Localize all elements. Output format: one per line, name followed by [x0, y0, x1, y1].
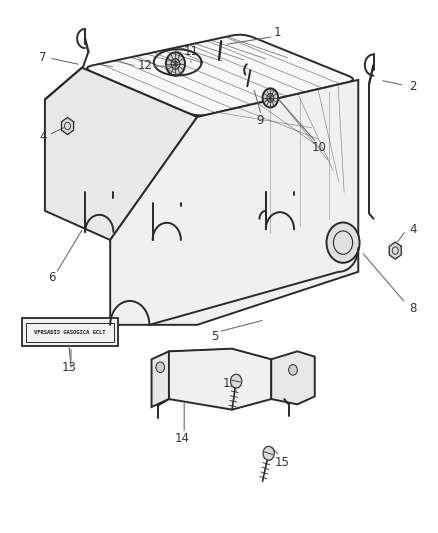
Circle shape — [230, 374, 242, 388]
Text: 9: 9 — [257, 114, 264, 127]
Text: 14: 14 — [174, 432, 190, 446]
Polygon shape — [389, 242, 401, 259]
Text: 1: 1 — [274, 26, 282, 38]
Circle shape — [156, 362, 165, 373]
Text: 5: 5 — [211, 330, 218, 343]
Text: 6: 6 — [48, 271, 55, 284]
Polygon shape — [152, 351, 169, 407]
Text: 15: 15 — [223, 377, 237, 390]
Circle shape — [166, 52, 185, 76]
Polygon shape — [45, 68, 197, 240]
Polygon shape — [110, 80, 358, 325]
Circle shape — [262, 88, 278, 108]
Text: 4: 4 — [409, 223, 417, 236]
Text: 13: 13 — [61, 361, 76, 374]
Text: 7: 7 — [39, 51, 46, 63]
Text: 12: 12 — [138, 59, 152, 71]
Circle shape — [263, 446, 274, 460]
Text: 11: 11 — [183, 45, 198, 58]
Text: 2: 2 — [409, 80, 417, 93]
Text: 10: 10 — [312, 141, 327, 154]
Text: VFRSADIS GASOGICA GCLT: VFRSADIS GASOGICA GCLT — [34, 330, 106, 335]
PathPatch shape — [87, 35, 353, 116]
Text: 15: 15 — [275, 456, 290, 469]
FancyBboxPatch shape — [22, 318, 117, 346]
Polygon shape — [61, 117, 74, 134]
Polygon shape — [271, 351, 315, 405]
Circle shape — [326, 222, 360, 263]
Circle shape — [289, 365, 297, 375]
Polygon shape — [169, 349, 271, 410]
Text: 4: 4 — [39, 130, 46, 143]
Text: 8: 8 — [409, 302, 417, 316]
